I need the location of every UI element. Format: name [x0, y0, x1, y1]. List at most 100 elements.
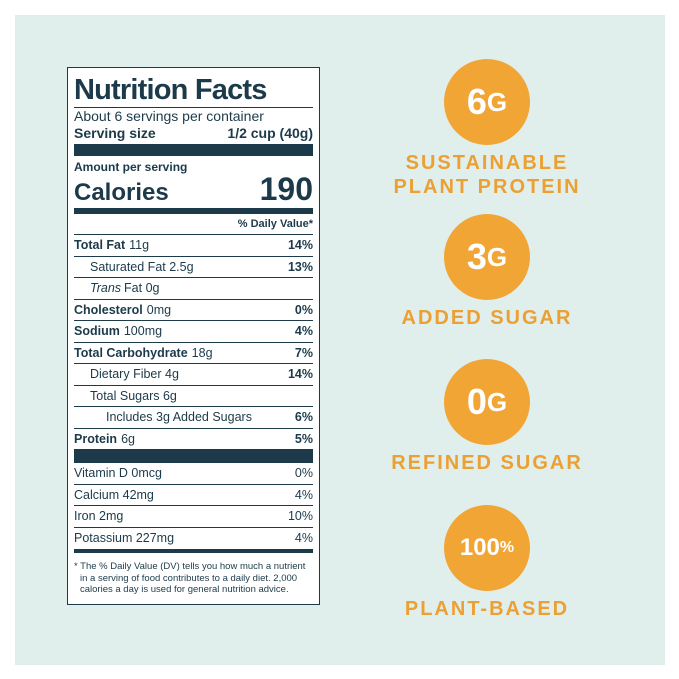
- claim-label: REFINED SUGAR: [350, 451, 624, 475]
- claim-amount: 100: [459, 534, 500, 561]
- serving-size-label: Serving size: [74, 125, 156, 141]
- claim: 0 G REFINED SUGAR: [350, 359, 624, 475]
- nutrient-amount: 11g: [129, 238, 150, 252]
- nutrient-name: Dietary Fiber 4g: [90, 367, 179, 381]
- nutrient-name: Cholesterol: [74, 302, 143, 317]
- daily-value: 14%: [287, 238, 313, 252]
- nutrient-name: Sodium: [74, 324, 120, 338]
- nutrient-name: Protein: [74, 431, 118, 446]
- nutrient-row: Protein 6g 5%: [74, 429, 313, 450]
- claim-badge: 100%: [444, 505, 530, 591]
- nutrient-row: Saturated Fat 2.5g 13%: [74, 257, 313, 278]
- daily-value: 14%: [287, 367, 313, 381]
- vitamin-row: Calcium 42mg 4%: [74, 485, 313, 506]
- daily-value: 0%: [294, 302, 313, 317]
- claim-label: SUSTAINABLE PLANT PROTEIN: [350, 151, 624, 199]
- amount-per-serving: Amount per serving: [74, 160, 188, 174]
- nutrient-name: Total Fat: [74, 238, 126, 252]
- daily-value: 10%: [287, 509, 313, 523]
- nutrient-row: Includes 3g Added Sugars 6%: [74, 407, 313, 429]
- claim-line: PLANT-BASED: [404, 598, 570, 620]
- nutrient-name: Total Sugars 6g: [90, 388, 177, 403]
- nutrient: Sodium 100mg: [74, 321, 162, 342]
- claim-label: ADDED SUGAR: [350, 306, 624, 330]
- footnote: * The % Daily Value (DV) tells you how m…: [74, 561, 306, 595]
- claim-unit: %: [499, 539, 515, 556]
- nutrient-row: Total Fat 11g 14%: [74, 235, 313, 257]
- nutrient: Trans Fat 0g: [74, 278, 159, 299]
- nutrient: Dietary Fiber 4g: [74, 364, 179, 385]
- nutrient-row: Trans Fat 0g: [74, 278, 313, 300]
- nutrition-label: Nutrition Facts About 6 servings per con…: [67, 67, 320, 605]
- nutrient: Protein 6g: [74, 429, 135, 450]
- nutrient-amount: 0mg: [146, 302, 172, 317]
- vitamin-name: Iron 2mg: [74, 509, 124, 523]
- medium-bar: [74, 208, 313, 214]
- claim-amount: 6: [466, 81, 487, 122]
- nutrient-row: Total Carbohydrate 18g 7%: [74, 343, 313, 364]
- claim: 3 G ADDED SUGAR: [350, 214, 624, 330]
- claim: 6 G SUSTAINABLE PLANT PROTEIN: [350, 59, 624, 199]
- claim-amount: 3: [466, 236, 487, 277]
- claim-label: PLANT-BASED: [350, 597, 624, 621]
- claim-unit: G: [486, 241, 508, 272]
- claim-unit: G: [486, 386, 508, 417]
- vitamin-row: Potassium 227mg 4%: [74, 528, 313, 550]
- serving-size-value: 1/2 cup (40g): [227, 125, 313, 141]
- serving-size: Serving size 1/2 cup (40g): [74, 125, 313, 142]
- daily-value: 4%: [294, 530, 313, 545]
- nutrient-rows: Total Fat 11g 14% Saturated Fat 2.5g 13% Tran…: [74, 235, 313, 450]
- nutrient-italic: Trans: [90, 281, 122, 295]
- nutrient-name: Total Carbohydrate: [74, 345, 188, 360]
- vitamin-row: Vitamin D 0mcg 0%: [74, 463, 313, 485]
- nutrient: Total Carbohydrate 18g: [74, 343, 213, 364]
- nutrient: Includes 3g Added Sugars: [74, 407, 252, 428]
- nutrient-amount: 18g: [191, 345, 213, 360]
- nutrient: Total Fat 11g: [74, 235, 149, 256]
- nutrient-amount: 6g: [121, 431, 135, 446]
- nutrient-row: Sodium 100mg 4%: [74, 321, 313, 343]
- daily-value: 7%: [294, 345, 313, 360]
- vitamin-name: Vitamin D 0mcg: [74, 466, 162, 480]
- nutrient-name: Fat 0g: [124, 281, 160, 295]
- nutrient: Cholesterol 0mg: [74, 300, 171, 321]
- daily-value: 0%: [294, 466, 313, 480]
- daily-value: 4%: [294, 487, 313, 502]
- vitamin-rows: Vitamin D 0mcg 0% Calcium 42mg 4% Iron 2mg 10…: [74, 463, 313, 549]
- nutrient-name: Includes 3g Added Sugars: [106, 410, 252, 424]
- claim-line: REFINED SUGAR: [391, 452, 583, 474]
- calories-label: Calories: [74, 179, 169, 206]
- nutrient-row: Cholesterol 0mg 0%: [74, 300, 313, 321]
- medium-bar: [74, 549, 313, 553]
- calories: Calories 190: [74, 171, 313, 208]
- daily-value: 5%: [294, 431, 313, 446]
- nutrient-row: Dietary Fiber 4g 14%: [74, 364, 313, 386]
- thick-bar: [74, 450, 313, 463]
- nutrient: Saturated Fat 2.5g: [74, 257, 194, 278]
- nutrient: Total Sugars 6g: [74, 386, 177, 407]
- claim-line: PLANT PROTEIN: [393, 176, 581, 198]
- vitamin-row: Iron 2mg 10%: [74, 506, 313, 528]
- label-title: Nutrition Facts: [74, 73, 313, 108]
- daily-value: 13%: [287, 259, 313, 274]
- calories-value: 190: [259, 171, 313, 207]
- daily-value: 6%: [294, 410, 313, 424]
- nutrient-name: Saturated Fat 2.5g: [90, 259, 194, 274]
- claim-line: ADDED SUGAR: [401, 307, 573, 329]
- daily-value: 4%: [294, 324, 313, 338]
- servings: About 6 servings per container: [74, 108, 264, 124]
- thick-bar: [74, 144, 313, 156]
- claim-unit: G: [486, 86, 508, 117]
- dv-header: % Daily Value*: [74, 214, 313, 235]
- vitamin-name: Calcium 42mg: [74, 487, 154, 502]
- vitamin-name: Potassium 227mg: [74, 530, 175, 545]
- nutrient-row: Total Sugars 6g: [74, 386, 313, 407]
- claim-line: SUSTAINABLE: [405, 152, 569, 174]
- claim-amount: 0: [466, 381, 487, 422]
- nutrient-amount: 100mg: [123, 324, 163, 338]
- claim: 100% PLANT-BASED: [350, 505, 624, 621]
